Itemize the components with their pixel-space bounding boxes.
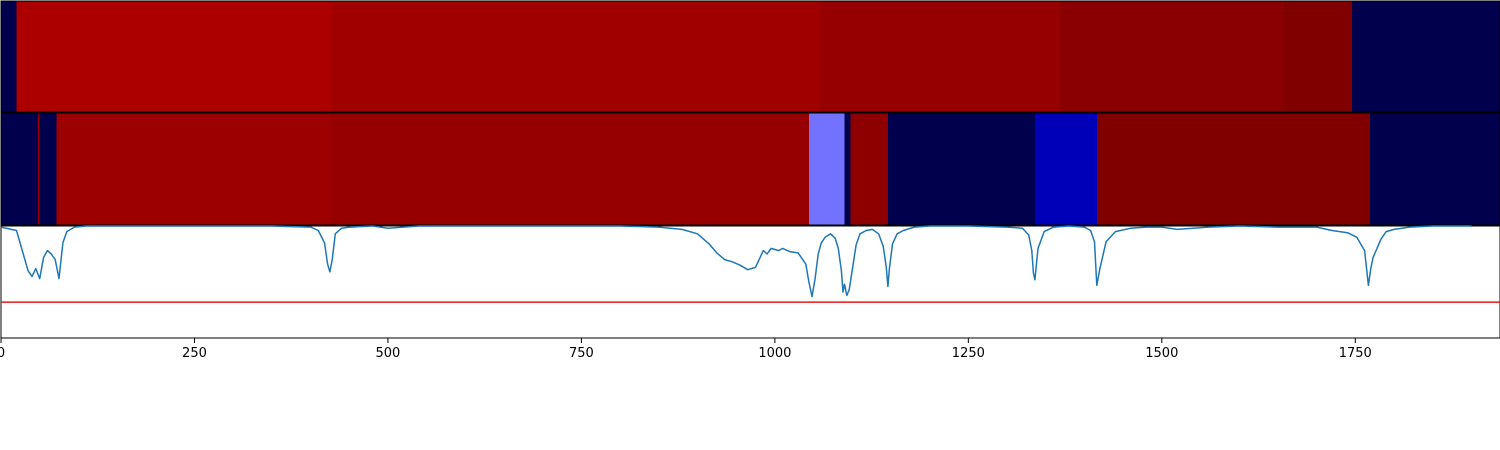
series-line	[0, 225, 1472, 298]
track-1-segment-5	[1059, 1, 1284, 112]
x-tick-label-750: 750	[569, 346, 594, 361]
track-2-frame	[0, 112, 1500, 226]
x-tick-label-0: 0	[0, 346, 5, 361]
track-2-segment-10	[1034, 113, 1098, 225]
track-2-segment-6	[808, 113, 846, 225]
track-2-segment-7	[844, 113, 852, 225]
heatmap-tracks	[0, 0, 1500, 226]
x-tick-label-1500: 1500	[1145, 346, 1178, 361]
x-tick-label-250: 250	[182, 346, 207, 361]
track-1-segment-7	[1352, 1, 1500, 112]
track-2-segment-5	[329, 113, 810, 225]
track-2-segment-9	[887, 113, 1036, 225]
track-2-segment-3	[39, 113, 58, 225]
track-1-frame	[0, 0, 1500, 113]
track-2-segment-1	[1, 113, 39, 225]
track-1-segment-4	[818, 1, 1061, 112]
track-1-segment-1	[1, 1, 18, 112]
line-panel-frame	[0, 225, 1500, 339]
x-tick-label-1750: 1750	[1339, 346, 1372, 361]
x-tick-label-500: 500	[376, 346, 401, 361]
track-1-segment-6	[1283, 1, 1353, 112]
x-tick-label-1000: 1000	[758, 346, 791, 361]
track-2-segment-12	[1369, 113, 1500, 225]
x-axis: 0 250 500 750 1000 1250 1500 1750	[0, 338, 1372, 361]
track-2-segment-4	[56, 113, 331, 225]
line-panel	[0, 225, 1500, 339]
x-tick-label-1250: 1250	[952, 346, 985, 361]
track-2-segment-2	[38, 113, 41, 225]
track-2-segment-11	[1096, 113, 1371, 225]
track-2-segment-8	[850, 113, 889, 225]
track-1-segment-3	[331, 1, 820, 112]
track-1-segment-2	[16, 1, 333, 112]
